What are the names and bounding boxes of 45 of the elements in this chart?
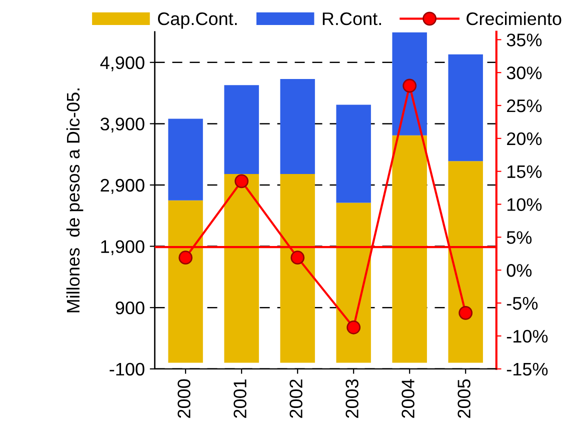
bar [336, 104, 371, 203]
x-tick-label: 2002 [290, 380, 302, 418]
bar [336, 202, 371, 363]
y2-tick-label: -15% [506, 362, 548, 376]
y-tick-label: 3,900 [100, 118, 144, 133]
y2-tick-label: 10% [508, 198, 542, 211]
bar [168, 200, 203, 363]
bar [448, 54, 483, 162]
y-tick-label: 4,900 [100, 56, 144, 72]
point [234, 174, 249, 188]
bar [392, 135, 427, 363]
bar [280, 78, 315, 174]
y2-tick-label: 5% [506, 231, 532, 244]
bar [448, 161, 483, 363]
y2-tick-label: 0% [506, 264, 532, 277]
y2-tick-label: -5% [506, 297, 538, 310]
y-tick-label: 1,900 [101, 240, 144, 256]
y2-tick-label: 35% [506, 34, 542, 46]
bar [224, 174, 259, 363]
y-tick-label: 2,900 [100, 178, 144, 194]
point [178, 250, 193, 265]
y-axis-title: Millones de pesos a Dic-05. [66, 88, 84, 312]
legend-label: Cap.Cont. [158, 12, 237, 29]
bar [392, 32, 427, 136]
point [402, 78, 417, 93]
y-tick-label: -100 [110, 362, 144, 376]
bar [280, 174, 315, 363]
y-tick-label: 900 [116, 302, 144, 314]
bar [224, 85, 259, 174]
x-tick-label: 2003 [346, 379, 358, 418]
x-tick-label: 2004 [402, 379, 414, 418]
x-tick-label: 2000 [178, 379, 190, 418]
legend-label: R.Cont. [322, 12, 381, 26]
y2-tick-label: 25% [507, 99, 542, 112]
legend-label: Crecimiento [466, 12, 562, 26]
point [346, 320, 361, 334]
point [290, 250, 305, 265]
y2-tick-label: -10% [506, 330, 548, 343]
x-tick-label: 2001 [234, 379, 246, 418]
y2-tick-label: 20% [507, 132, 542, 146]
y2-tick-label: 15% [508, 165, 542, 178]
point [458, 306, 473, 320]
y2-tick-label: 30% [506, 66, 542, 80]
bar [168, 118, 203, 200]
x-tick-label: 2005 [458, 379, 470, 418]
